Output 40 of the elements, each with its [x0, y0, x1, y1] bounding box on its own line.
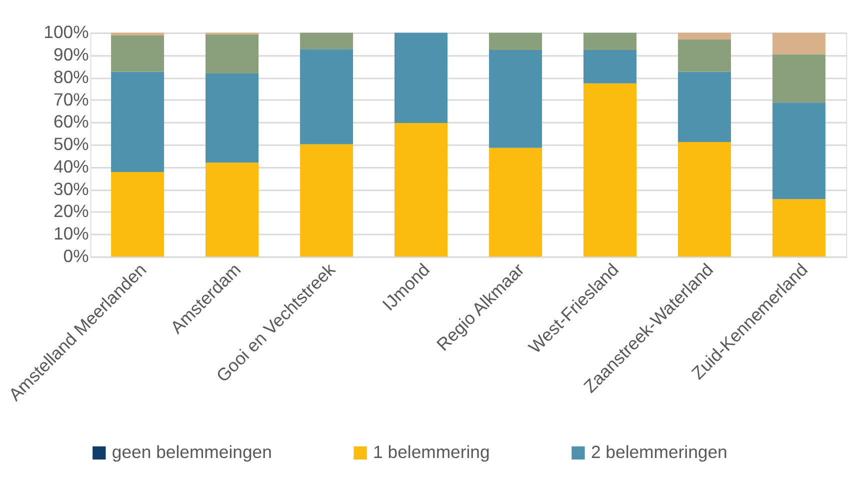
- bar: [206, 74, 259, 163]
- y-tick-label: 0%: [63, 246, 90, 266]
- bar: [678, 39, 731, 72]
- y-tick-label: 80%: [53, 66, 90, 87]
- bar: [583, 50, 636, 84]
- y-tick-label: 50%: [53, 134, 90, 154]
- bar: [300, 49, 354, 144]
- bar: [488, 148, 542, 257]
- bar: [678, 142, 731, 257]
- y-tick-label: 20%: [53, 201, 90, 222]
- bar: [772, 102, 826, 200]
- bar: [772, 54, 826, 103]
- bar: [206, 162, 259, 257]
- bar: [583, 32, 636, 50]
- bar: [678, 72, 731, 142]
- y-tick-label: 100%: [44, 22, 90, 42]
- bar: [111, 72, 164, 172]
- bar: [772, 199, 826, 257]
- bar: [206, 34, 259, 74]
- bar: [772, 32, 826, 54]
- bar: [583, 83, 636, 257]
- bar: [394, 32, 448, 123]
- bar: [300, 32, 354, 50]
- bar: [111, 35, 164, 72]
- bar: [111, 32, 164, 36]
- legend-label: geen belemmeingen: [112, 442, 272, 462]
- y-tick-label: 60%: [53, 112, 90, 132]
- y-tick-label: 40%: [53, 156, 90, 176]
- bar: [488, 50, 542, 148]
- bar: [678, 32, 731, 40]
- y-tick-label: 30%: [53, 178, 90, 199]
- legend-label: 2 belemmeringen: [590, 442, 728, 462]
- bar: [300, 144, 354, 257]
- y-tick-label: 10%: [53, 224, 90, 244]
- legend-label: 1 belemmering: [373, 442, 490, 462]
- bar: [394, 122, 448, 257]
- y-tick-label: 70%: [53, 89, 90, 110]
- bar: [111, 172, 164, 257]
- bar: [488, 32, 542, 50]
- y-tick-label: 90%: [53, 44, 90, 65]
